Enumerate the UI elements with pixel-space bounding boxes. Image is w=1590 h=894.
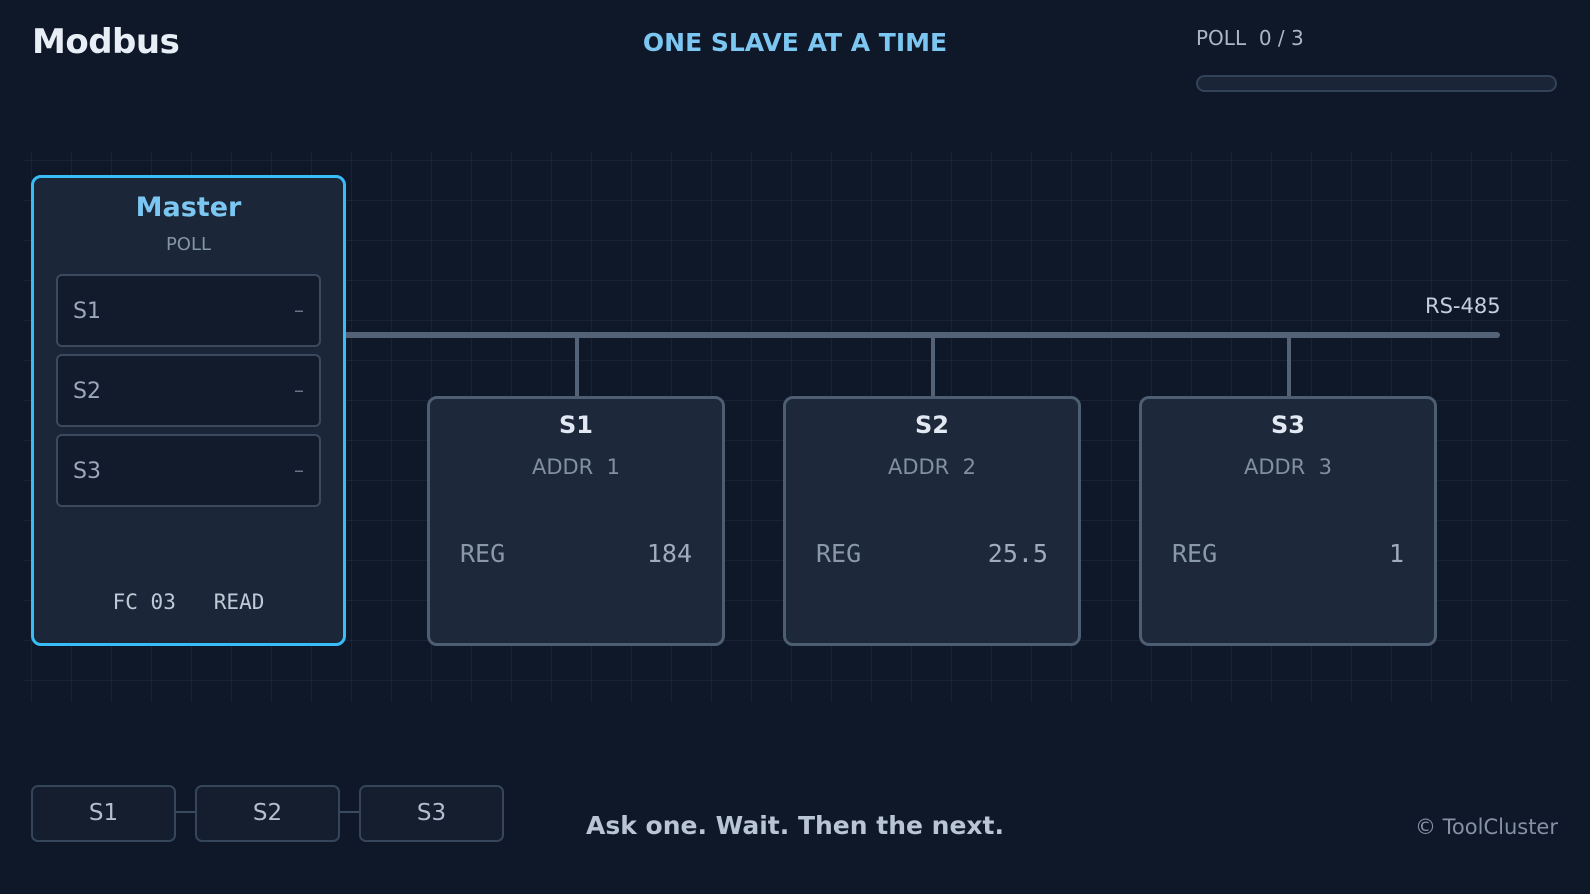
- bus-drop-s1: [575, 338, 579, 396]
- queue-item-status: –: [294, 378, 304, 402]
- poll-count: 0 / 3: [1258, 26, 1304, 50]
- slave-address: ADDR 2: [786, 455, 1078, 479]
- master-title: Master: [135, 192, 242, 223]
- bus-drop-s2: [931, 338, 935, 396]
- sequence-arrow: [340, 811, 360, 813]
- master-queue-item-s3: S3 –: [56, 434, 321, 507]
- headline: ONE SLAVE AT A TIME: [642, 28, 948, 57]
- slave-name: S1: [559, 411, 593, 439]
- queue-item-status: –: [294, 458, 304, 482]
- register-value: 1: [1388, 539, 1404, 568]
- sequence-arrow: [176, 811, 196, 813]
- queue-item-status: –: [294, 298, 304, 322]
- addr-value: 1: [606, 455, 621, 479]
- sequence-button-s3[interactable]: S3: [359, 785, 504, 842]
- app-title: Modbus: [32, 22, 180, 62]
- addr-value: 2: [962, 455, 977, 479]
- master-subtitle: POLL: [165, 234, 212, 255]
- addr-label: ADDR: [531, 455, 594, 479]
- function-name: READ: [213, 590, 265, 614]
- poll-counter: POLL 0 / 3: [1196, 26, 1304, 50]
- slave-name: S3: [1271, 411, 1305, 439]
- register-label: REG: [460, 539, 506, 568]
- poll-label: POLL: [1196, 26, 1247, 50]
- addr-label: ADDR: [1243, 455, 1306, 479]
- addr-label: ADDR: [887, 455, 950, 479]
- slave-address: ADDR 3: [1142, 455, 1434, 479]
- bus-label: RS-485: [1425, 294, 1501, 318]
- register-label: REG: [1172, 539, 1218, 568]
- queue-item-name: S3: [73, 459, 101, 484]
- sequence-button-s2[interactable]: S2: [195, 785, 340, 842]
- poll-progress-bar: [1196, 75, 1557, 92]
- register-label: REG: [816, 539, 862, 568]
- sequence-button-s1[interactable]: S1: [31, 785, 176, 842]
- rs485-bus-line: [340, 332, 1500, 338]
- slave-address: ADDR 1: [430, 455, 722, 479]
- register-value: 184: [646, 539, 692, 568]
- master-queue-item-s2: S2 –: [56, 354, 321, 427]
- addr-value: 3: [1318, 455, 1333, 479]
- master-node: Master POLL S1 – S2 – S3 – FC 03 READ: [31, 175, 346, 646]
- master-queue-item-s1: S1 –: [56, 274, 321, 347]
- master-function-code: FC 03 READ: [34, 590, 343, 614]
- queue-item-name: S2: [73, 379, 101, 404]
- slave-name: S2: [915, 411, 949, 439]
- function-code: FC 03: [112, 590, 176, 614]
- credit: © ToolCluster: [1414, 815, 1558, 839]
- tagline: Ask one. Wait. Then the next.: [585, 811, 1004, 840]
- slave-node-s3: S3 ADDR 3 REG 1: [1139, 396, 1437, 646]
- queue-item-name: S1: [73, 299, 101, 324]
- bus-drop-s3: [1287, 338, 1291, 396]
- slave-node-s2: S2 ADDR 2 REG 25.5: [783, 396, 1081, 646]
- slave-node-s1: S1 ADDR 1 REG 184: [427, 396, 725, 646]
- register-value: 25.5: [987, 539, 1048, 568]
